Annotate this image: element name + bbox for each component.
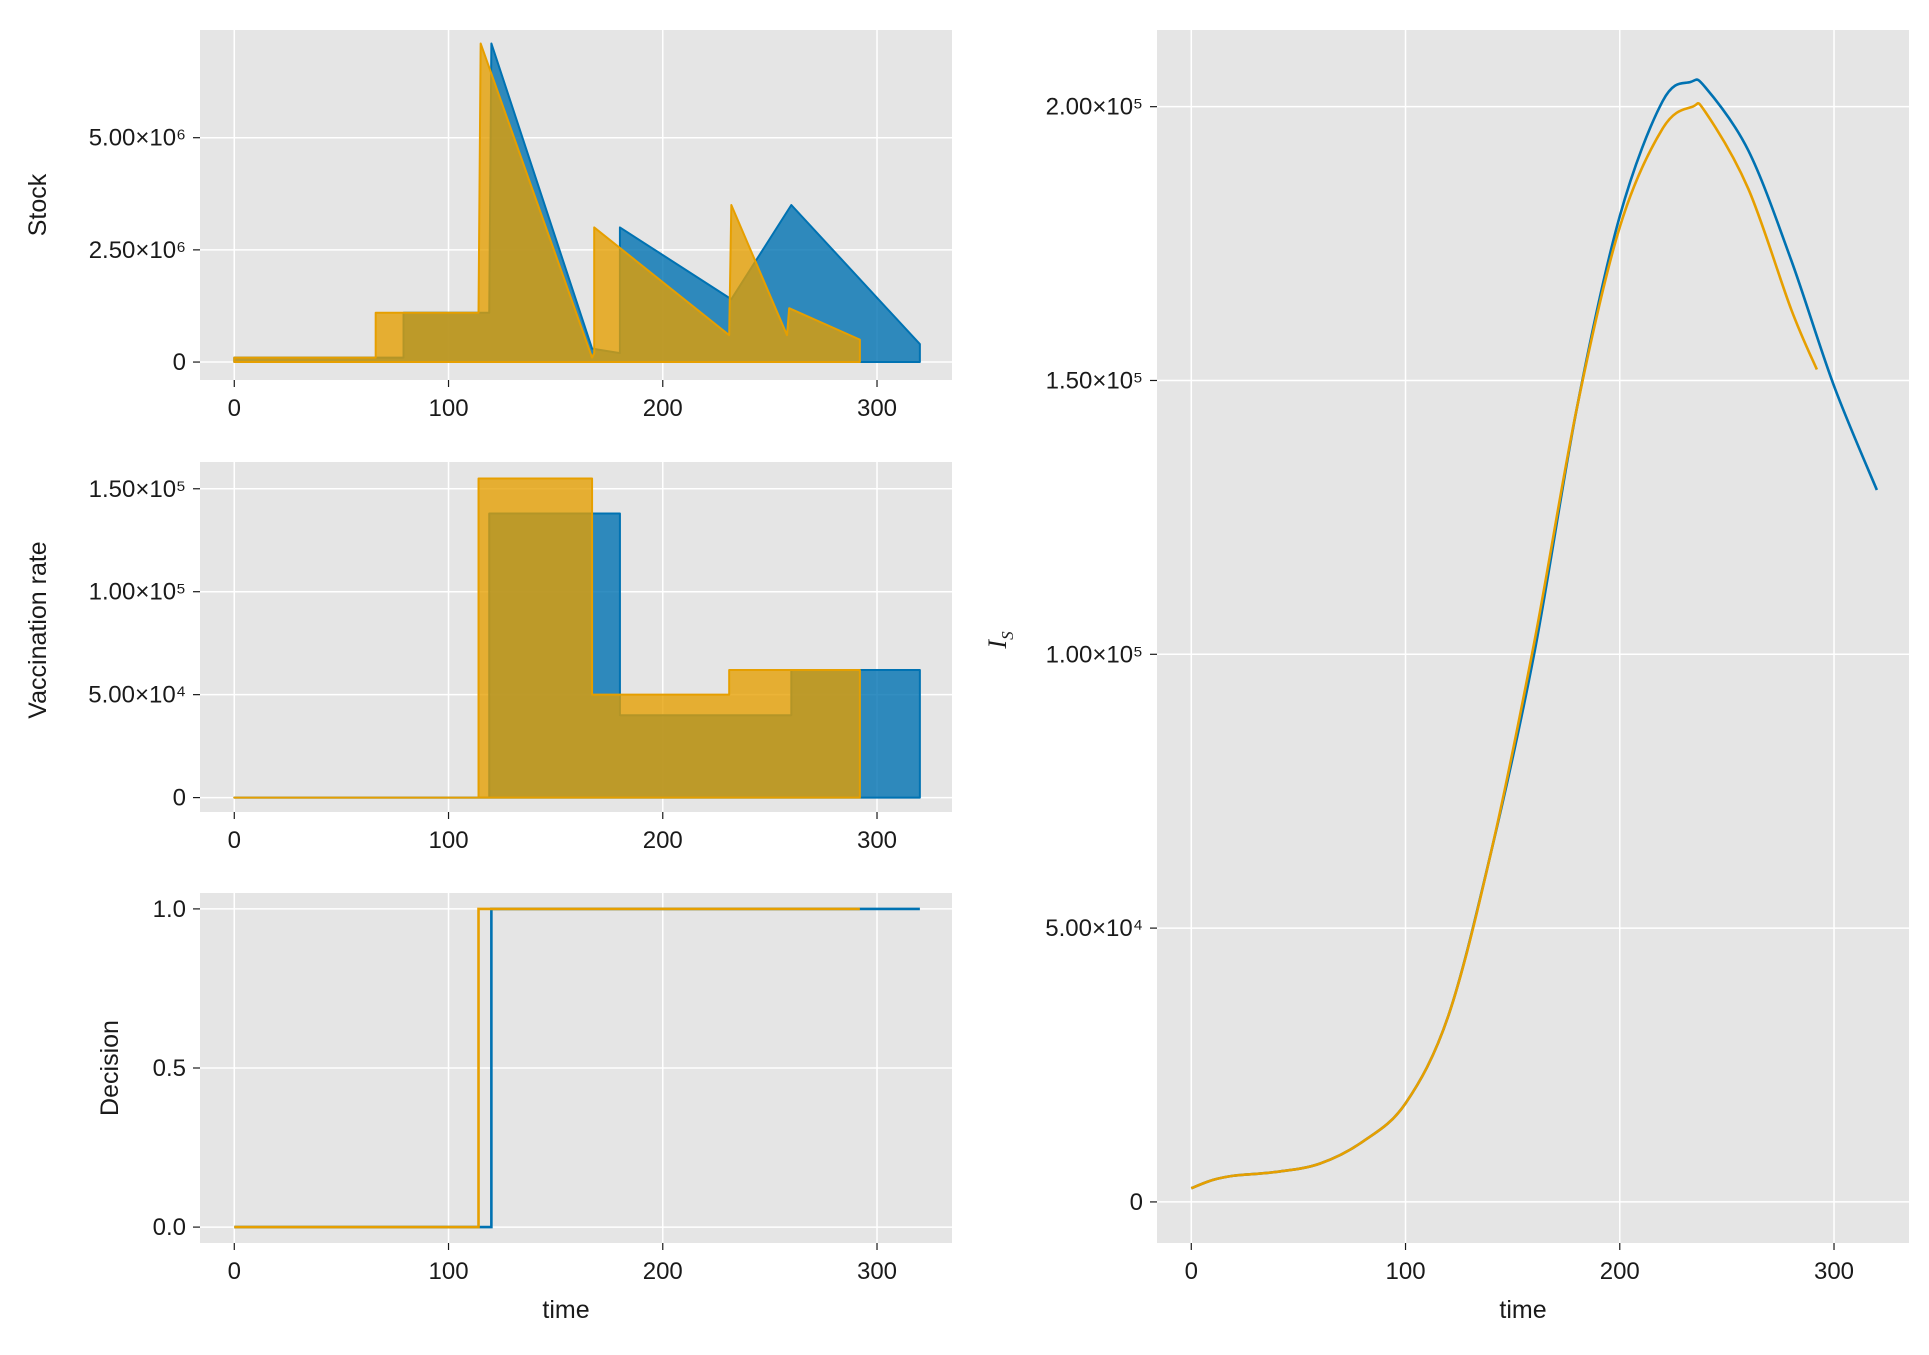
infected-x-tick-label: 300 (1814, 1258, 1854, 1285)
decision-x-tick-label: 300 (857, 1258, 897, 1285)
decision-y-tick-label: 0.5 (153, 1055, 186, 1082)
decision-series (234, 907, 920, 1229)
decision-x-tick-label: 0 (228, 1258, 241, 1285)
decision-y-tick-label: 1.0 (153, 896, 186, 923)
stock-x-tick-label: 0 (228, 395, 241, 422)
infected-y-tick-label: 2.00×10⁵ (1046, 94, 1143, 121)
vaccination-x-tick-label: 100 (429, 827, 469, 854)
stock-y-tick-label: 0 (173, 349, 186, 376)
decision-y-tick-label: 0.0 (153, 1214, 186, 1241)
stock-y-tick-label: 2.50×10⁶ (89, 237, 186, 264)
decision-series-b-line (234, 907, 860, 1229)
vaccination-y-tick-label: 0 (173, 785, 186, 812)
vaccination-y-tick-label: 1.00×10⁵ (89, 579, 186, 606)
infected-x-axis-label: time (1499, 1296, 1546, 1324)
vaccination-series-b-area (233, 477, 861, 799)
stock-x-tick-label: 300 (857, 395, 897, 422)
vaccination-y-tick-label: 5.00×10⁴ (88, 682, 186, 709)
infected-series (1190, 78, 1879, 1190)
stock-y-ticks: 0 2.50×10⁶ 5.00×10⁶ (89, 125, 200, 376)
infected-y-tick-label: 0 (1130, 1189, 1143, 1216)
vaccination-y-ticks: 0 5.00×10⁴ 1.00×10⁵ 1.50×10⁵ (88, 476, 200, 812)
decision-x-tick-label: 200 (643, 1258, 683, 1285)
infected-x-tick-label: 100 (1386, 1258, 1426, 1285)
infected-y-ticks: 0 5.00×10⁴ 1.00×10⁵ 1.50×10⁵ 2.00×10⁵ (1045, 94, 1157, 1216)
infected-x-tick-label: 200 (1600, 1258, 1640, 1285)
stock-series-b-area (233, 42, 861, 364)
stock-y-axis-label: Stock (24, 173, 52, 236)
vaccination-y-axis-label: Vaccination rate (24, 541, 52, 718)
vaccination-x-tick-label: 300 (857, 827, 897, 854)
infected-x-ticks: 0 100 200 300 (1185, 1243, 1854, 1285)
infected-y-tick-label: 5.00×10⁴ (1045, 915, 1143, 942)
vaccination-x-tick-label: 0 (228, 827, 241, 854)
decision-y-axis-label: Decision (96, 1020, 124, 1116)
vaccination-x-ticks: 0 100 200 300 (228, 812, 897, 854)
infected-series-b-line (1190, 101, 1819, 1190)
infected-plot-area (1157, 30, 1909, 1243)
infected-y-axis-label: IS (983, 631, 1017, 650)
stock-y-tick-label: 5.00×10⁶ (89, 125, 186, 152)
decision-x-tick-label: 100 (429, 1258, 469, 1285)
stock-x-ticks: 0 100 200 300 (228, 380, 897, 422)
infected-y-tick-label: 1.50×10⁵ (1046, 367, 1143, 394)
stock-x-tick-label: 200 (643, 395, 683, 422)
decision-panel: 0 100 200 300 0.0 0.5 1.0 Decision time (96, 893, 952, 1324)
vaccination-y-tick-label: 1.50×10⁵ (89, 476, 186, 503)
infected-panel: 0 100 200 300 0 5.00×10⁴ 1.00×10⁵ 1.50×1… (983, 30, 1909, 1324)
stock-panel: 0 100 200 300 0 2.50×10⁶ 5.00×10⁶ Stock (24, 30, 952, 422)
stock-series (233, 42, 921, 364)
infected-y-axis-label-subscript: S (998, 631, 1017, 640)
infected-grid (1157, 30, 1909, 1243)
infected-y-tick-label: 1.00×10⁵ (1046, 641, 1143, 668)
infected-y-axis-label-main: I (983, 639, 1012, 650)
vaccination-panel: 0 100 200 300 0 5.00×10⁴ 1.00×10⁵ 1.50×1… (24, 462, 952, 854)
stock-x-tick-label: 100 (429, 395, 469, 422)
vaccination-x-tick-label: 200 (643, 827, 683, 854)
vaccination-series (233, 477, 921, 799)
decision-y-ticks: 0.0 0.5 1.0 (153, 896, 200, 1241)
decision-x-ticks: 0 100 200 300 (228, 1243, 897, 1285)
infected-x-tick-label: 0 (1185, 1258, 1198, 1285)
decision-x-axis-label: time (542, 1296, 589, 1324)
